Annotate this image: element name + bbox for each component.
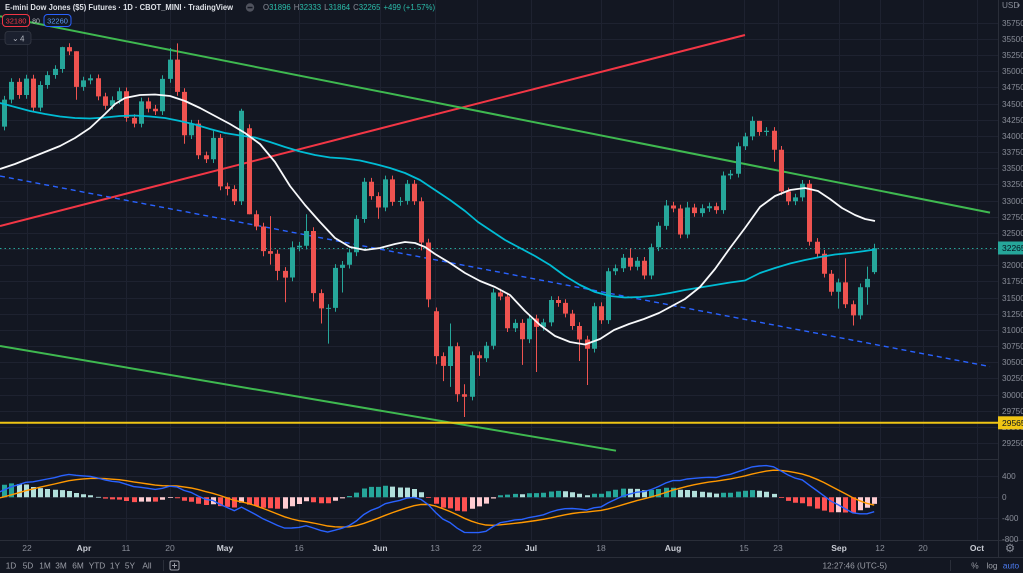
svg-text:16: 16 <box>294 543 304 553</box>
svg-text:-400: -400 <box>1002 514 1019 523</box>
svg-text:31750: 31750 <box>1002 277 1023 286</box>
svg-text:22: 22 <box>472 543 482 553</box>
svg-text:Sep: Sep <box>831 543 847 553</box>
svg-text:34750: 34750 <box>1002 83 1023 92</box>
svg-text:5Y: 5Y <box>125 561 136 571</box>
svg-text:34250: 34250 <box>1002 116 1023 125</box>
svg-text:log: log <box>986 561 997 571</box>
svg-text:400: 400 <box>1002 472 1016 481</box>
svg-text:32000: 32000 <box>1002 261 1023 270</box>
svg-text:30250: 30250 <box>1002 374 1023 383</box>
svg-text:15: 15 <box>739 543 749 553</box>
svg-text:35250: 35250 <box>1002 51 1023 60</box>
svg-text:33250: 33250 <box>1002 180 1023 189</box>
svg-text:32500: 32500 <box>1002 229 1023 238</box>
svg-text:31000: 31000 <box>1002 326 1023 335</box>
svg-text:29565: 29565 <box>1002 418 1023 428</box>
svg-text:32265: 32265 <box>1002 243 1023 253</box>
svg-text:29750: 29750 <box>1002 407 1023 416</box>
svg-text:22: 22 <box>22 543 32 553</box>
svg-text:11: 11 <box>122 543 131 553</box>
svg-text:35500: 35500 <box>1002 35 1023 44</box>
svg-text:33000: 33000 <box>1002 197 1023 206</box>
svg-text:30000: 30000 <box>1002 391 1023 400</box>
svg-text:1D: 1D <box>6 561 17 571</box>
svg-text:29250: 29250 <box>1002 439 1023 448</box>
svg-text:Oct: Oct <box>970 543 984 553</box>
svg-text:20: 20 <box>165 543 175 553</box>
svg-text:20: 20 <box>918 543 928 553</box>
svg-text:30750: 30750 <box>1002 342 1023 351</box>
svg-text:Jun: Jun <box>372 543 387 553</box>
svg-text:4: 4 <box>20 35 25 44</box>
svg-text:⌄: ⌄ <box>12 34 19 43</box>
svg-text:E-mini Dow Jones ($5) Futures: E-mini Dow Jones ($5) Futures · 1D · CBO… <box>5 2 233 12</box>
svg-text:32180: 32180 <box>6 17 27 26</box>
svg-text:%: % <box>971 561 979 571</box>
svg-text:34500: 34500 <box>1002 100 1023 109</box>
svg-text:12: 12 <box>875 543 885 553</box>
svg-text:33500: 33500 <box>1002 164 1023 173</box>
svg-text:3M: 3M <box>55 561 67 571</box>
svg-text:18: 18 <box>596 543 606 553</box>
svg-text:Jul: Jul <box>525 543 537 553</box>
svg-text:0: 0 <box>1002 493 1007 502</box>
svg-text:auto: auto <box>1003 561 1020 571</box>
svg-text:USD: USD <box>1002 1 1019 10</box>
svg-text:All: All <box>142 561 151 571</box>
svg-text:YTD: YTD <box>89 561 106 571</box>
svg-text:35000: 35000 <box>1002 67 1023 76</box>
svg-text:▾: ▾ <box>1017 4 1020 10</box>
svg-text:5D: 5D <box>23 561 34 571</box>
svg-text:32260: 32260 <box>47 17 68 26</box>
svg-text:30500: 30500 <box>1002 358 1023 367</box>
svg-text:Apr: Apr <box>77 543 92 553</box>
svg-text:35750: 35750 <box>1002 19 1023 28</box>
svg-text:6M: 6M <box>72 561 84 571</box>
svg-text:1M: 1M <box>39 561 51 571</box>
svg-text:13: 13 <box>430 543 440 553</box>
svg-text:12:27:46 (UTC-5): 12:27:46 (UTC-5) <box>822 561 887 571</box>
svg-text:1Y: 1Y <box>110 561 121 571</box>
svg-text:31250: 31250 <box>1002 310 1023 319</box>
svg-text:31500: 31500 <box>1002 294 1023 303</box>
svg-text:33750: 33750 <box>1002 148 1023 157</box>
svg-text:32750: 32750 <box>1002 213 1023 222</box>
svg-text:May: May <box>217 543 234 553</box>
svg-text:Aug: Aug <box>665 543 682 553</box>
svg-text:34000: 34000 <box>1002 132 1023 141</box>
svg-text:⚙: ⚙ <box>1005 543 1015 555</box>
svg-text:-800: -800 <box>1002 535 1019 544</box>
svg-text:80: 80 <box>32 19 40 26</box>
svg-text:23: 23 <box>773 543 783 553</box>
